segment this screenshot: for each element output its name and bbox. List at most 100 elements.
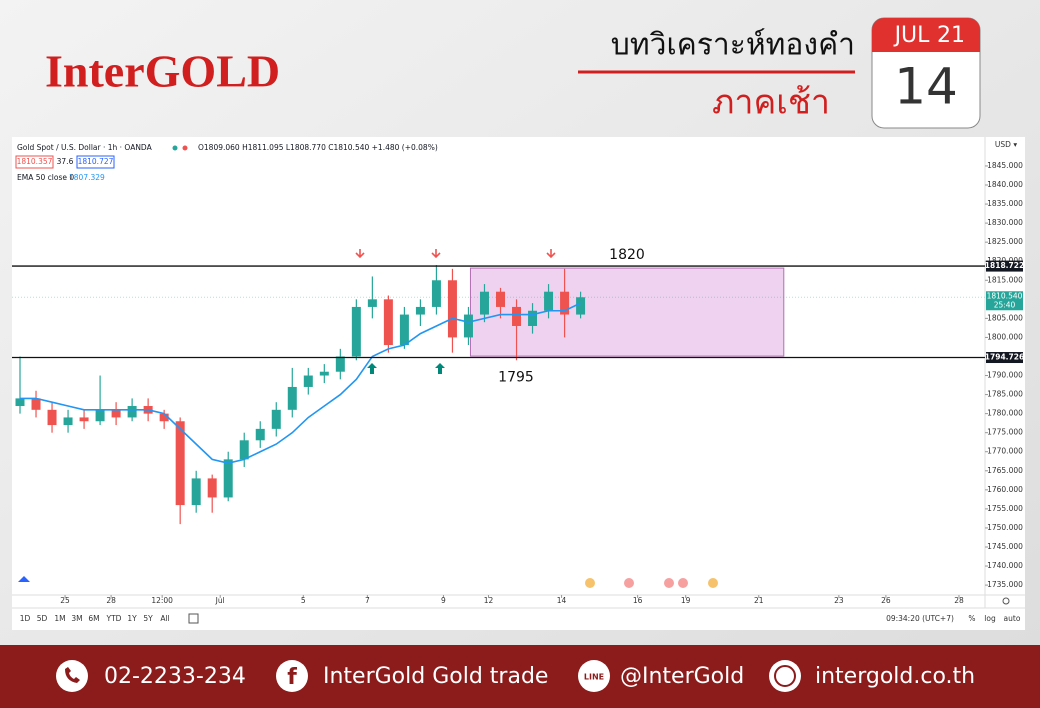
candle-body: [159, 413, 169, 422]
red-arrows: [355, 249, 556, 259]
y-tick-label: 1785.000: [987, 390, 1023, 399]
candle-body: [239, 440, 249, 460]
candle-body: [287, 386, 297, 410]
range-button[interactable]: 1Y: [127, 614, 137, 623]
calendar: JUL 21 14: [871, 17, 981, 129]
x-tick-label: 19: [681, 596, 691, 605]
arrow-up: [435, 363, 445, 374]
candle-body: [95, 409, 105, 422]
status-dot: [172, 145, 178, 151]
spread: 37.6: [57, 157, 74, 166]
level-annotation: 1795: [498, 370, 534, 386]
line: @InterGold: [620, 664, 744, 689]
candle-body: [191, 478, 201, 506]
clock: 09:34:20 (UTC+7): [886, 614, 954, 623]
candle-body: [31, 398, 41, 410]
candle-body: [223, 459, 233, 498]
candle-body: [512, 306, 522, 326]
y-tick-label: 1770.000: [987, 447, 1023, 456]
level-tag: [986, 260, 1023, 272]
x-tick-label: 16: [633, 596, 643, 605]
candle-body: [479, 291, 489, 315]
candle-body: [560, 291, 570, 315]
y-tick-label: 1830.000: [987, 218, 1023, 227]
facebook-glyph: f: [287, 665, 297, 690]
countdown: 25:40: [994, 300, 1016, 309]
candle-body: [367, 299, 377, 307]
candle-body: [496, 291, 506, 307]
y-tick-label: 1780.000: [987, 409, 1023, 418]
scale-option[interactable]: auto: [1004, 614, 1021, 623]
scale-option[interactable]: %: [968, 614, 975, 623]
candle-body: [303, 375, 313, 387]
candle-body: [319, 371, 329, 376]
arrow-down: [546, 249, 556, 259]
range-button[interactable]: YTD: [106, 614, 122, 623]
phone-icon: [56, 660, 88, 692]
range-button[interactable]: 6M: [88, 614, 99, 623]
facebook: InterGold Gold trade: [323, 664, 548, 689]
event-icon: [585, 578, 595, 588]
range-button[interactable]: 1M: [54, 614, 65, 623]
plot: [12, 265, 985, 525]
candle-body: [463, 314, 473, 338]
last-price-label: 1810.540: [987, 291, 1023, 300]
calendar-top: [872, 18, 980, 52]
y-tick-label: 1825.000: [987, 237, 1023, 246]
footer: [0, 645, 1040, 708]
ask-box: [76, 155, 115, 169]
candle-body: [255, 428, 265, 441]
range-button[interactable]: All: [160, 614, 169, 623]
event-icon: [664, 578, 674, 588]
level-tag: [986, 352, 1023, 364]
phone: 02-2233-234: [104, 664, 246, 689]
status-dot: [182, 145, 188, 151]
x-tick-label: 9: [441, 596, 446, 605]
x-tick-label: 7: [365, 596, 370, 605]
x-tick-label: 25: [60, 596, 70, 605]
bid: 1810.357: [17, 157, 53, 166]
x-tick-label: 12: [484, 596, 494, 605]
scale-option[interactable]: log: [984, 614, 996, 623]
x-tick-label: 5: [301, 596, 306, 605]
calendar-year: 21: [937, 23, 965, 48]
currency: USD ▾: [995, 140, 1017, 149]
x-tick-label: 14: [557, 596, 567, 605]
range-button[interactable]: 1D: [20, 614, 31, 623]
y-tick-label: 1790.000: [987, 371, 1023, 380]
candle-body: [351, 306, 361, 357]
subtitle: ภาคเช้า: [712, 83, 830, 123]
candle-body: [399, 314, 409, 346]
candle-body: [415, 306, 425, 315]
indicator-value: 1807.329: [69, 173, 105, 182]
candle-body: [271, 409, 281, 429]
candle-body: [79, 417, 89, 422]
green-arrows: [367, 363, 445, 374]
y-tick-label: 1805.000: [987, 313, 1023, 322]
bid-box: [15, 155, 54, 169]
y-tick-label: 1735.000: [987, 580, 1023, 589]
facebook-icon: [276, 660, 308, 692]
candle-body: [63, 417, 73, 426]
range-button[interactable]: 3M: [71, 614, 82, 623]
ask: 1810.727: [78, 157, 114, 166]
settings-icon[interactable]: [1002, 597, 1010, 605]
y-tick-label: 1760.000: [987, 485, 1023, 494]
level-tag-label: 1794.726: [985, 353, 1024, 362]
candle-body: [528, 310, 538, 326]
event-icon: [624, 578, 634, 588]
website: intergold.co.th: [815, 664, 975, 689]
phone-glyph: [65, 667, 80, 683]
compare-icon[interactable]: [188, 613, 199, 624]
x-tick-label: 21: [754, 596, 764, 605]
range-button[interactable]: 5Y: [143, 614, 153, 623]
y-tick-label: 1845.000: [987, 161, 1023, 170]
arrow-down: [355, 249, 365, 259]
candle-body: [383, 299, 393, 346]
line-icon: [578, 660, 610, 692]
range-button[interactable]: 5D: [37, 614, 48, 623]
candle-body: [111, 409, 121, 418]
level-annotation: 1820: [609, 247, 645, 263]
web-icon: [769, 660, 801, 692]
event-icon: [708, 578, 718, 588]
